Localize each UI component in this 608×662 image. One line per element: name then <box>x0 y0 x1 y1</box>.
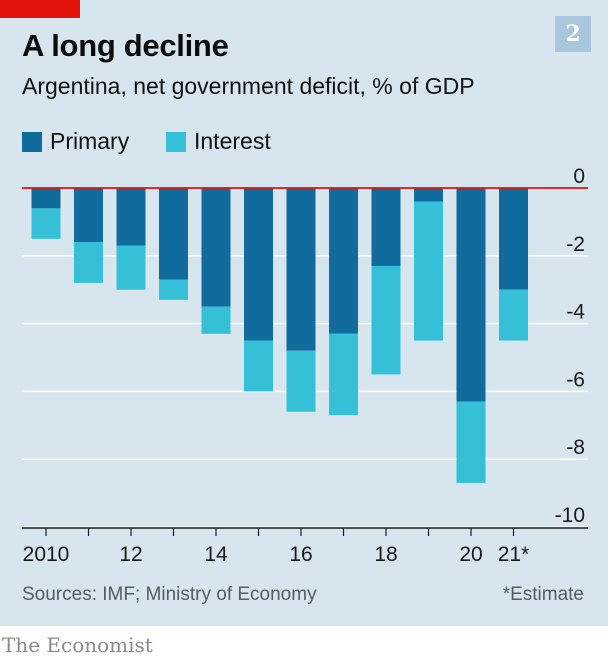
bar-primary <box>116 188 146 246</box>
y-tick-label: -10 <box>555 504 585 527</box>
legend-label-primary: Primary <box>50 128 130 154</box>
bar-interest <box>286 350 316 412</box>
x-tick-label: 20 <box>459 543 482 566</box>
bar-interest <box>201 306 231 334</box>
bar-interest <box>116 245 146 290</box>
bar-interest <box>244 340 273 392</box>
bar-interest <box>159 279 188 300</box>
bar-primary <box>414 188 443 202</box>
legend-swatch-interest <box>166 132 186 152</box>
y-tick-label: -8 <box>566 436 585 459</box>
chart-subtitle: Argentina, net government deficit, % of … <box>22 73 475 99</box>
bar-primary <box>456 188 486 402</box>
bar-primary <box>159 188 188 280</box>
brand-wordmark: The Economist <box>2 633 153 657</box>
bar-primary <box>201 188 231 307</box>
x-tick-label: 14 <box>204 543 228 566</box>
brand-tag <box>0 0 80 18</box>
y-tick-label: 0 <box>573 165 585 188</box>
bar-primary <box>286 188 316 351</box>
x-tick-label: 18 <box>374 543 397 566</box>
bar-interest <box>31 208 61 239</box>
legend-swatch-primary <box>22 132 42 152</box>
x-tick-label: 2010 <box>23 543 70 566</box>
y-tick-label: -4 <box>566 301 585 324</box>
y-tick-label: -6 <box>566 368 585 391</box>
bar-primary <box>329 188 358 334</box>
estimate-note: *Estimate <box>502 584 584 605</box>
bar-primary <box>499 188 528 290</box>
y-tick-label: -2 <box>566 233 585 256</box>
source-note: Sources: IMF; Ministry of Economy <box>22 584 317 605</box>
bar-primary <box>244 188 273 341</box>
bar-interest <box>499 289 528 341</box>
bar-interest <box>414 201 443 341</box>
bar-interest <box>74 242 103 283</box>
chart-title: A long decline <box>22 28 229 63</box>
x-tick-label: 12 <box>119 543 142 566</box>
bar-primary <box>31 188 61 209</box>
bar-interest <box>329 333 358 416</box>
legend-label-interest: Interest <box>194 128 271 154</box>
chart-number-badge: 2 <box>555 16 591 52</box>
bar-interest <box>371 265 401 375</box>
bar-primary <box>74 188 103 243</box>
bar-primary <box>371 188 401 266</box>
bar-interest <box>456 401 486 483</box>
x-tick-label: 21* <box>498 543 530 566</box>
x-tick-label: 16 <box>289 543 312 566</box>
bar-chart: 0 -2 -4 -6 -8 -10 2010 12 14 16 18 20 21* <box>22 165 588 566</box>
